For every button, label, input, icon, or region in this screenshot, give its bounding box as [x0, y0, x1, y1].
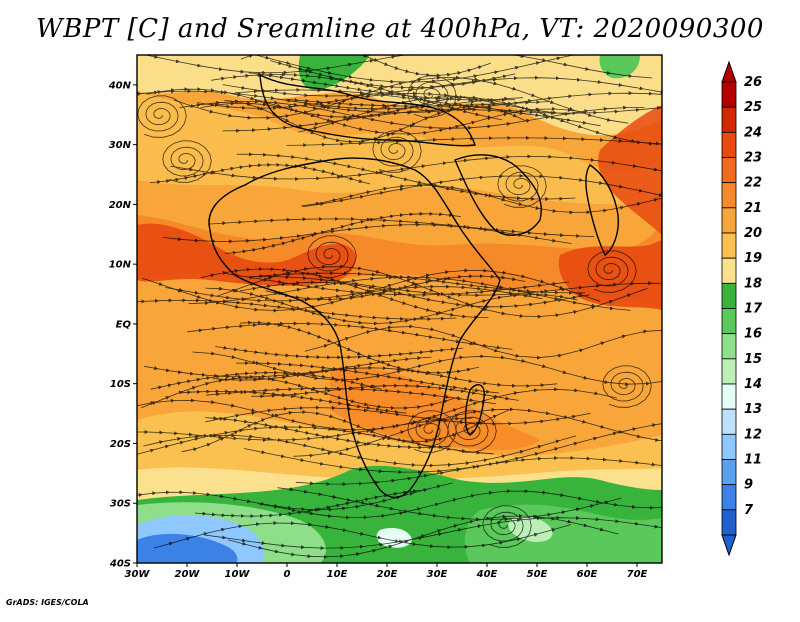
colorbar-swatch	[721, 232, 737, 259]
lon-tick-label: 20E	[377, 569, 398, 580]
streamline	[301, 183, 662, 215]
lon-tick-label: 60E	[577, 569, 598, 580]
streamline-eddy	[482, 505, 532, 548]
colorbar-top-arrow	[721, 60, 737, 83]
colorbar-label: 19	[744, 251, 762, 266]
colorbar-label: 17	[744, 302, 763, 317]
colorbar-swatch	[721, 131, 737, 158]
colorbar-swatch	[721, 207, 737, 234]
colorbar-swatch	[721, 433, 737, 460]
longitude-axis: 30W 20W 10W 0 10E 20E 30E 40E 50E 60E 70E	[125, 563, 648, 580]
madagascar-coast	[464, 384, 485, 436]
colorbar-swatch	[721, 358, 737, 385]
streamline	[205, 405, 591, 426]
colorbar: 26 25 24 23 22 21 20 19 18 17 16 15 14 13 12 11 9 7	[721, 60, 763, 557]
colorbar-swatch	[721, 484, 737, 511]
colorbar-swatch	[721, 333, 737, 360]
colorbar-label: 13	[744, 402, 762, 417]
lat-tick-label: 40N	[108, 80, 132, 91]
colorbar-label: 18	[744, 276, 762, 291]
colorbar-label: 26	[744, 75, 762, 90]
lat-tick-label: 30S	[110, 499, 131, 510]
lon-tick-label: 70E	[627, 569, 648, 580]
streamline-eddy	[407, 410, 457, 453]
streamline-eddy	[372, 130, 422, 173]
lon-tick-label: 40E	[476, 569, 498, 580]
lat-tick-label: 30N	[109, 140, 132, 151]
streamline	[270, 60, 516, 90]
arabia-coast	[454, 154, 542, 236]
streamline	[228, 513, 619, 559]
streamline-eddy	[587, 250, 637, 293]
colorbar-label: 23	[744, 151, 762, 166]
lon-tick-label: 10E	[327, 569, 348, 580]
colorbar-label: 25	[744, 100, 762, 115]
colorbar-swatch	[721, 308, 737, 335]
colorbar-label: 9	[744, 478, 753, 493]
colorbar-label: 12	[744, 427, 762, 442]
streamline	[200, 267, 489, 320]
africa-coast	[208, 157, 501, 499]
colorbar-swatch	[721, 157, 737, 184]
streamline-eddy	[137, 95, 187, 138]
colorbar-label: 15	[744, 352, 762, 367]
lat-tick-label: 20N	[109, 200, 132, 211]
colorbar-swatch	[721, 257, 737, 284]
streamlines	[137, 55, 662, 559]
colorbar-label: 22	[744, 176, 762, 191]
colorbar-label: 14	[744, 377, 762, 392]
colorbar-label: 16	[744, 327, 762, 342]
streamline-eddy	[307, 235, 357, 278]
colorbar-swatch	[721, 383, 737, 410]
colorbar-swatch	[721, 81, 737, 108]
map-title: WBPT [C] and Sreamline at 400hPa, VT: 20…	[36, 14, 764, 44]
colorbar-swatch	[721, 282, 737, 309]
lat-tick-label: 10N	[109, 260, 132, 271]
streamline-eddy	[162, 140, 212, 183]
lat-tick-label: 40S	[109, 559, 131, 570]
map-plot-area	[137, 55, 662, 563]
streamline-eddy	[447, 410, 497, 453]
colorbar-label: 21	[744, 201, 762, 216]
lon-tick-label: 30E	[427, 569, 448, 580]
streamline	[179, 99, 645, 131]
colorbar-swatch	[721, 182, 737, 209]
coastlines	[208, 73, 620, 499]
plot-frame	[136, 54, 663, 564]
streamline-eddy	[497, 165, 547, 208]
lat-tick-label: 20S	[110, 439, 131, 450]
colorbar-label: 24	[744, 125, 762, 140]
europe-coast	[259, 73, 476, 147]
lat-tick-label: EQ	[116, 319, 132, 330]
lon-tick-label: 0	[284, 569, 291, 580]
lon-tick-label: 30W	[125, 569, 151, 580]
streamline	[286, 135, 662, 150]
colorbar-label: 7	[744, 503, 754, 518]
credit-label: GrADS: IGES/COLA	[6, 598, 89, 607]
colorbar-swatch	[721, 408, 737, 435]
colorbar-swatch	[721, 509, 737, 536]
colorbar-bottom-arrow	[721, 534, 737, 557]
colorbar-swatch	[721, 459, 737, 486]
lon-tick-label: 20W	[175, 569, 201, 580]
streamline-eddy	[602, 365, 652, 408]
colorbar-label: 11	[744, 453, 762, 468]
lon-tick-label: 10W	[225, 569, 251, 580]
streamline	[225, 211, 461, 255]
colorbar-swatch	[721, 106, 737, 133]
lon-tick-label: 50E	[527, 569, 548, 580]
streamline-eddy	[407, 75, 457, 118]
colorbar-label: 20	[744, 226, 762, 241]
india-coast	[585, 164, 620, 257]
lat-tick-label: 10S	[110, 379, 131, 390]
latitude-axis: 40N 30N 20N 10N EQ 10S 20S 30S 40S	[108, 80, 137, 570]
streamline	[236, 361, 500, 394]
